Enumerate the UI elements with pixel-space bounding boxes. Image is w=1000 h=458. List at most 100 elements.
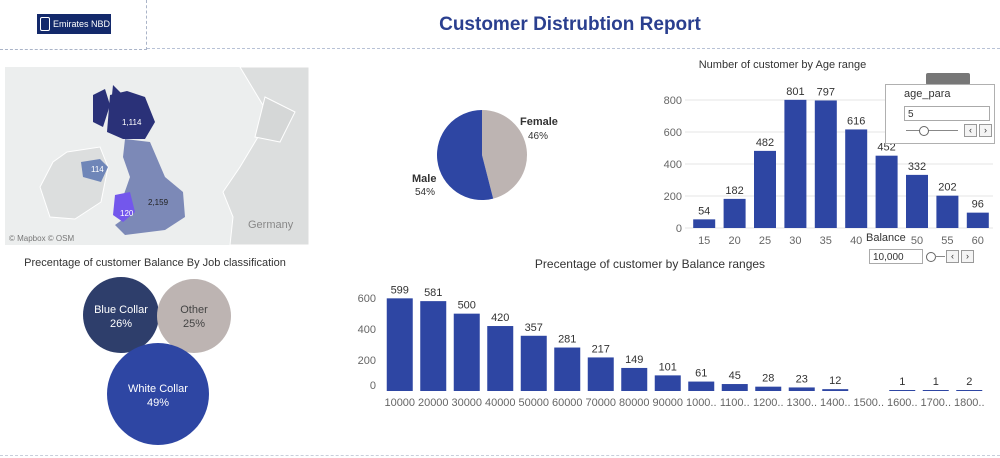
balance-x-tick: 1100.. bbox=[720, 397, 750, 409]
scotland-region bbox=[107, 91, 155, 139]
age-bar[interactable] bbox=[754, 150, 776, 228]
balance-x-tick: 70000 bbox=[585, 397, 616, 409]
balance-bar[interactable] bbox=[788, 387, 815, 391]
balance-x-tick: 60000 bbox=[552, 397, 583, 409]
balance-slider-track[interactable] bbox=[935, 256, 945, 257]
balance-slider-thumb[interactable] bbox=[926, 252, 936, 262]
age-bar-value: 182 bbox=[725, 185, 743, 197]
age-prev-button[interactable]: ‹ bbox=[964, 124, 977, 137]
balance-x-tick: 1200.. bbox=[753, 397, 784, 409]
scotland-value: 1,114 bbox=[122, 118, 142, 127]
balance-x-tick: 20000 bbox=[418, 397, 449, 409]
param-drag-handle[interactable] bbox=[926, 73, 970, 85]
age-slider-thumb[interactable] bbox=[919, 126, 929, 136]
balance-y-tick: 600 bbox=[358, 293, 376, 305]
balance-bar-value: 28 bbox=[762, 373, 774, 385]
header-divider bbox=[147, 48, 1000, 49]
balance-x-tick: 1300.. bbox=[786, 397, 817, 409]
balance-x-tick: 30000 bbox=[451, 397, 482, 409]
balance-bar[interactable] bbox=[755, 386, 782, 391]
age-bar[interactable] bbox=[845, 129, 868, 228]
england-value: 2,159 bbox=[148, 198, 169, 207]
age-next-button[interactable]: › bbox=[979, 124, 992, 137]
balance-y-tick: 200 bbox=[358, 355, 376, 367]
other-bubble[interactable] bbox=[157, 279, 231, 353]
balance-bar[interactable] bbox=[520, 335, 547, 391]
balance-param-input[interactable]: 10,000 bbox=[869, 249, 923, 264]
emirates-nbd-logo: Emirates NBD bbox=[37, 14, 111, 34]
northern-ireland-region bbox=[81, 159, 108, 182]
balance-bar[interactable] bbox=[587, 357, 614, 391]
age-bar[interactable] bbox=[784, 99, 807, 228]
job-chart-title: Precentage of customer Balance By Job cl… bbox=[24, 257, 286, 269]
balance-x-tick: 1800.. bbox=[954, 397, 985, 409]
balance-bar[interactable] bbox=[420, 301, 447, 391]
balance-bar[interactable] bbox=[956, 390, 983, 391]
age-bar-value: 797 bbox=[817, 86, 835, 98]
balance-x-tick: 1700.. bbox=[920, 397, 951, 409]
balance-x-tick: 1400.. bbox=[820, 397, 851, 409]
pie-slices bbox=[437, 110, 527, 200]
balance-bar[interactable] bbox=[822, 389, 849, 391]
age-y-tick: 200 bbox=[664, 191, 682, 203]
female-label: Female bbox=[520, 116, 558, 128]
balance-bar-value: 420 bbox=[491, 312, 509, 324]
balance-next-button[interactable]: › bbox=[961, 250, 974, 263]
age-chart-title: Number of customer by Age range bbox=[698, 59, 867, 71]
footer-divider bbox=[0, 455, 1000, 456]
age-bar-value: 482 bbox=[756, 137, 774, 149]
balance-bar[interactable] bbox=[487, 326, 514, 391]
balance-bar[interactable] bbox=[922, 390, 949, 391]
balance-bar[interactable] bbox=[889, 390, 916, 391]
pie-slice-male[interactable] bbox=[437, 110, 494, 200]
balance-x-tick: 10000 bbox=[384, 397, 415, 409]
balance-x-tick: 50000 bbox=[518, 397, 549, 409]
northern-ireland-value: 114 bbox=[91, 165, 104, 174]
male-label: Male bbox=[412, 173, 436, 185]
age-bar-value: 202 bbox=[938, 182, 956, 194]
balance-prev-button[interactable]: ‹ bbox=[946, 250, 959, 263]
age-bar[interactable] bbox=[723, 198, 746, 228]
balance-bar-value: 599 bbox=[391, 284, 409, 296]
balance-bar[interactable] bbox=[386, 298, 413, 391]
wales-value: 120 bbox=[120, 209, 134, 218]
age-y-tick: 600 bbox=[664, 127, 682, 139]
balance-param-label: Balance bbox=[866, 232, 906, 244]
age-x-tick: 25 bbox=[759, 235, 771, 247]
balance-chart-title: Precentage of customer by Balance ranges bbox=[534, 257, 766, 271]
uk-map[interactable]: 1,114 114 120 2,159 Germany © Mapbox © O… bbox=[5, 67, 309, 245]
age-param-input[interactable]: 5 bbox=[904, 106, 990, 121]
logo-text: Emirates NBD bbox=[53, 19, 111, 29]
age-x-tick: 20 bbox=[728, 235, 740, 247]
balance-bar-chart: 0 200 400 600 599 10000 581 20000 500 30000 420 400… bbox=[358, 284, 985, 409]
balance-bar-value: 45 bbox=[729, 370, 741, 382]
age-bar[interactable] bbox=[936, 195, 959, 228]
map-attribution: © Mapbox © OSM bbox=[9, 234, 74, 243]
balance-x-tick: 40000 bbox=[485, 397, 516, 409]
balance-bar[interactable] bbox=[654, 375, 681, 391]
white-collar-bubble[interactable] bbox=[107, 343, 209, 445]
pie-slice-female[interactable] bbox=[482, 110, 527, 199]
ireland-landmass bbox=[39, 146, 109, 220]
balance-bar-value: 2 bbox=[966, 376, 972, 388]
age-bar[interactable] bbox=[693, 219, 716, 228]
age-bar[interactable] bbox=[966, 212, 989, 228]
balance-bar-value: 12 bbox=[829, 375, 841, 387]
age-slider-track[interactable] bbox=[906, 130, 958, 131]
blue-collar-bubble[interactable] bbox=[83, 277, 159, 353]
other-label: Other bbox=[180, 304, 208, 316]
age-bar-value: 452 bbox=[877, 142, 895, 154]
balance-bar[interactable] bbox=[554, 347, 581, 391]
age-bar[interactable] bbox=[906, 174, 928, 228]
balance-bar-value: 1 bbox=[933, 376, 939, 388]
age-bar[interactable] bbox=[875, 155, 898, 228]
balance-bar[interactable] bbox=[453, 313, 480, 391]
age-bar[interactable] bbox=[814, 100, 837, 228]
balance-bar-value: 581 bbox=[424, 287, 442, 299]
balance-bar[interactable] bbox=[621, 367, 648, 391]
male-percent: 54% bbox=[415, 187, 435, 198]
blue-collar-label: Blue Collar bbox=[94, 304, 148, 316]
balance-bar-value: 357 bbox=[525, 322, 543, 334]
balance-bar[interactable] bbox=[721, 384, 748, 391]
balance-bar[interactable] bbox=[688, 381, 715, 391]
